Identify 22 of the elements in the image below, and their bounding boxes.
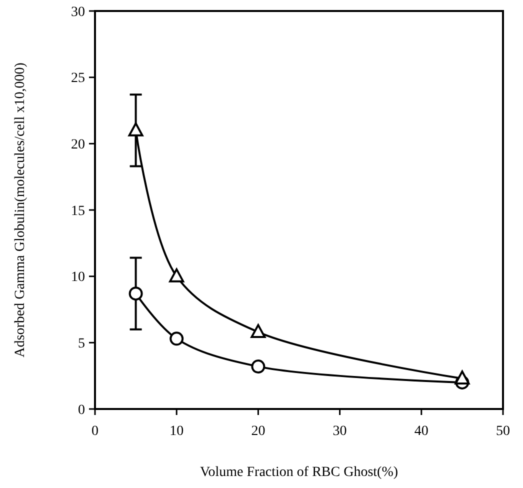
- point: [128, 286, 143, 301]
- x-tick-label: 40: [414, 424, 428, 439]
- y-tick-label: 10: [71, 270, 85, 286]
- y-tick-label: 20: [71, 138, 85, 153]
- x-tick-label: 50: [496, 424, 510, 439]
- point: [128, 122, 144, 136]
- point: [250, 324, 266, 338]
- point: [170, 332, 184, 346]
- x-tick-label: 20: [251, 424, 266, 439]
- point: [251, 360, 266, 374]
- x-tick-label: 30: [332, 424, 347, 439]
- x-tick-label: 0: [92, 424, 98, 439]
- y-tick-label: 25: [71, 71, 85, 86]
- y-axis-title: Adsorbed Gamma Globulin(molecules/cell x10,000): [13, 62, 28, 358]
- x-axis-title: Volume Fraction of RBC Ghost(%): [200, 465, 398, 480]
- y-tick-label: 5: [78, 336, 85, 352]
- y-tick-label: 15: [71, 204, 85, 219]
- point: [169, 268, 184, 282]
- point: [454, 370, 470, 384]
- y-tick-label: 0: [78, 402, 85, 418]
- y-tick-label: 30: [71, 4, 85, 20]
- x-tick-label: 10: [170, 424, 184, 439]
